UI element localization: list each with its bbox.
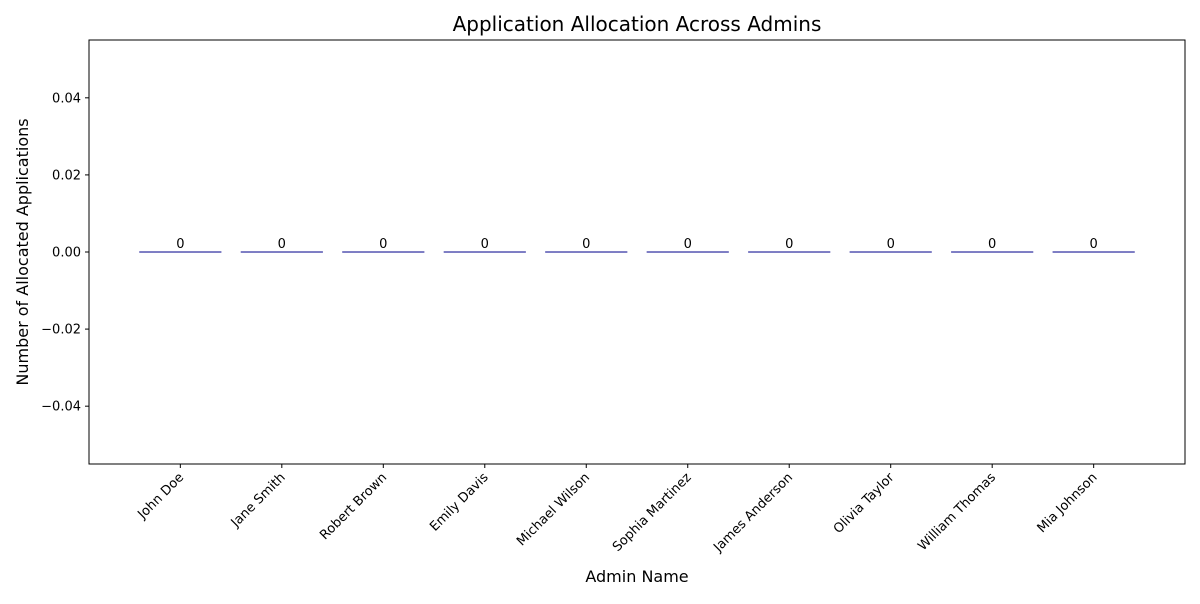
y-tick-label: −0.04 (41, 400, 81, 415)
x-tick-label: Michael Wilson (514, 470, 593, 549)
y-axis-label: Number of Allocated Applications (13, 118, 32, 385)
x-axis: John Doe Jane Smith Robert Brown Emily Davi… (135, 464, 1101, 556)
data-labels-group: 0 0 0 0 0 0 0 0 0 0 (176, 237, 1098, 252)
x-tick-label: Olivia Taylor (831, 470, 898, 537)
x-tick-label: James Anderson (710, 470, 796, 556)
x-tick-label: William Thomas (915, 470, 999, 554)
bar-value-label: 0 (1090, 237, 1098, 252)
bar-value-label: 0 (278, 237, 286, 252)
y-axis: −0.04 −0.02 0.00 0.02 0.04 (41, 91, 89, 414)
x-axis-label: Admin Name (585, 567, 688, 586)
y-tick-label: 0.04 (52, 91, 81, 106)
bar-value-label: 0 (684, 237, 692, 252)
y-tick-label: 0.00 (52, 246, 81, 261)
y-tick-label: −0.02 (41, 323, 81, 338)
x-tick-label: Sophia Martinez (610, 470, 695, 555)
x-tick-label: Mia Johnson (1035, 470, 1101, 536)
bar-value-label: 0 (988, 237, 996, 252)
chart-title: Application Allocation Across Admins (453, 12, 822, 36)
bar-value-label: 0 (481, 237, 489, 252)
x-tick-label: Robert Brown (317, 470, 390, 543)
x-tick-label: John Doe (135, 470, 188, 523)
bar-value-label: 0 (379, 237, 387, 252)
bar-value-label: 0 (785, 237, 793, 252)
bar-value-label: 0 (887, 237, 895, 252)
bar-value-label: 0 (176, 237, 184, 252)
x-tick-label: Jane Smith (228, 470, 289, 531)
y-tick-label: 0.02 (52, 168, 81, 183)
x-tick-label: Emily Davis (427, 470, 491, 534)
bar-value-label: 0 (582, 237, 590, 252)
